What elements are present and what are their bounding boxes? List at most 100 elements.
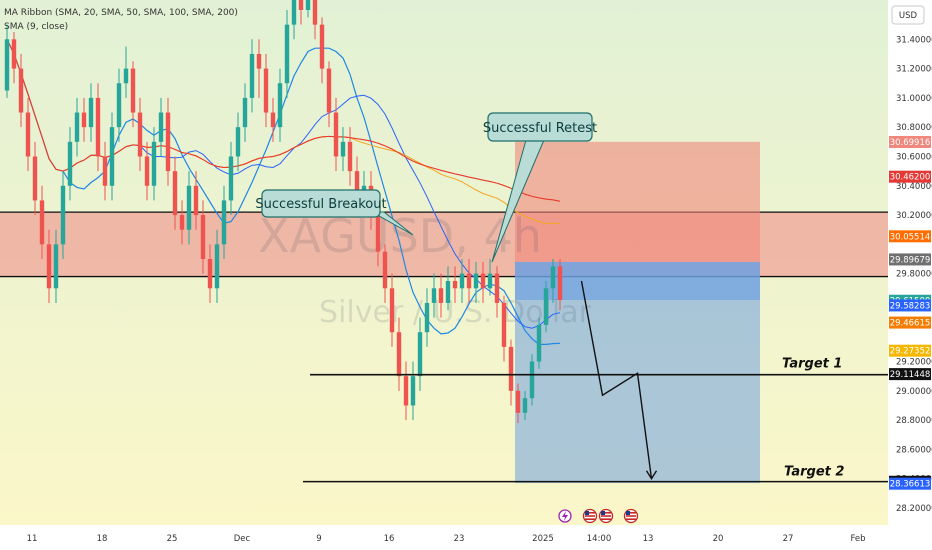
- candle-body: [305, 0, 311, 10]
- candle-body: [4, 39, 10, 91]
- candle-body: [46, 244, 52, 289]
- candle-body: [109, 127, 115, 186]
- candle-body: [144, 156, 150, 186]
- sma-indicator-label[interactable]: SMA (9, close): [4, 22, 68, 32]
- price-tick-label: 30.40000: [896, 182, 932, 192]
- candle-body: [515, 390, 521, 413]
- projection-arrowhead: [645, 470, 658, 481]
- time-tick-label: 20: [713, 534, 724, 544]
- us-flag-icon[interactable]: [623, 508, 639, 524]
- candle-body: [284, 24, 290, 84]
- price-tag: [889, 170, 931, 183]
- price-tag: [889, 477, 931, 490]
- candle-body: [354, 171, 360, 201]
- candle-body: [550, 266, 556, 289]
- candle-body: [207, 259, 213, 289]
- event-icons[interactable]: [558, 508, 639, 524]
- price-tick-label: 31.00000: [896, 94, 932, 104]
- candle-body: [11, 39, 17, 69]
- take-profit-zone[interactable]: [515, 300, 760, 484]
- candle-body: [158, 112, 164, 142]
- price-tag: [889, 316, 931, 329]
- candle-body: [445, 280, 451, 303]
- candle-body: [347, 141, 353, 172]
- price-tick-label: 28.60000: [896, 445, 932, 455]
- price-tag: [889, 299, 931, 312]
- price-tick-label: 30.20000: [896, 211, 932, 221]
- candle-body: [557, 266, 563, 301]
- price-tag: [889, 230, 931, 243]
- candle-body: [235, 127, 241, 157]
- candle-body: [312, 0, 318, 25]
- stop-loss-zone[interactable]: [515, 141, 760, 262]
- candle-body: [494, 273, 500, 303]
- currency-label: USD: [899, 11, 918, 21]
- price-tick-label: 28.20000: [896, 504, 932, 514]
- candle-body: [480, 273, 486, 289]
- candle-body: [431, 288, 437, 303]
- candle-body: [403, 376, 409, 406]
- lightning-icon[interactable]: [558, 509, 572, 523]
- candle-body: [543, 288, 549, 325]
- candle-body: [74, 112, 80, 142]
- candle-body: [298, 0, 304, 11]
- retest-callout-box: [487, 112, 593, 142]
- breakout-callout-box: [261, 189, 381, 218]
- time-tick-label: 18: [97, 534, 108, 544]
- price-tick-label: 31.40000: [896, 35, 932, 45]
- retest-callout-text: Successful Retest: [483, 121, 597, 136]
- candle-body: [228, 156, 234, 201]
- us-flag-icon[interactable]: [582, 508, 598, 524]
- price-tick-label: 29.20000: [896, 358, 932, 368]
- candle-body: [39, 200, 45, 245]
- candle-body: [438, 288, 444, 303]
- price-tag: [889, 135, 931, 148]
- candle-body: [67, 141, 73, 186]
- candle-body: [88, 97, 94, 128]
- candle-body: [130, 68, 136, 113]
- time-tick-label: Dec: [234, 534, 251, 544]
- breakout-callout[interactable]: Successful Breakout: [255, 189, 414, 236]
- candle-body: [179, 215, 185, 230]
- candle-body: [102, 156, 108, 186]
- candle-body: [382, 251, 388, 289]
- price-tick-label: 30.80000: [896, 123, 932, 133]
- time-tick-label: 13: [643, 534, 654, 544]
- time-tick-label: Feb: [850, 534, 865, 544]
- sma9-line: [6, 39, 561, 345]
- ribbon-indicator-label[interactable]: MA Ribbon (SMA, 20, SMA, 50, SMA, 100, S…: [4, 8, 238, 18]
- price-tag-label: 28.36613: [890, 480, 931, 490]
- retest-callout[interactable]: Successful Retest: [483, 112, 597, 263]
- price-tag-label: 30.69916: [890, 138, 931, 148]
- time-tick-label: 23: [454, 534, 465, 544]
- candle-body: [137, 112, 143, 157]
- price-axis-background: [888, 0, 932, 550]
- candle-body: [326, 68, 332, 113]
- price-tag: [889, 368, 931, 381]
- time-axis[interactable]: 11 18 25 Dec 9 16 23 2025 14:00 13 20 27 Feb: [27, 534, 866, 544]
- candle-body: [529, 361, 535, 399]
- candle-body: [340, 141, 346, 157]
- us-flag-icon[interactable]: [598, 508, 614, 524]
- time-tick-label: 27: [783, 534, 794, 544]
- candle-body: [221, 200, 227, 245]
- price-tick-label: 29.00000: [896, 387, 932, 397]
- price-tag-label: 29.58283: [890, 301, 931, 311]
- target2-label: Target 2: [784, 465, 844, 480]
- candle-body: [18, 68, 24, 113]
- breakout-callout-text: Successful Breakout: [255, 197, 386, 212]
- candle-body: [172, 171, 178, 216]
- time-axis-background: [0, 525, 888, 550]
- price-tag: [889, 344, 931, 357]
- price-tag-label: 29.27352: [890, 347, 931, 357]
- projection-path[interactable]: [580, 280, 658, 481]
- candle-body: [487, 273, 493, 289]
- candle-body: [277, 83, 283, 128]
- candle-body: [256, 53, 262, 69]
- candle-body: [417, 332, 423, 377]
- currency-badge[interactable]: [891, 5, 925, 25]
- candle-body: [452, 280, 458, 289]
- entry-zone[interactable]: [515, 261, 760, 301]
- time-tick-label: 16: [384, 534, 395, 544]
